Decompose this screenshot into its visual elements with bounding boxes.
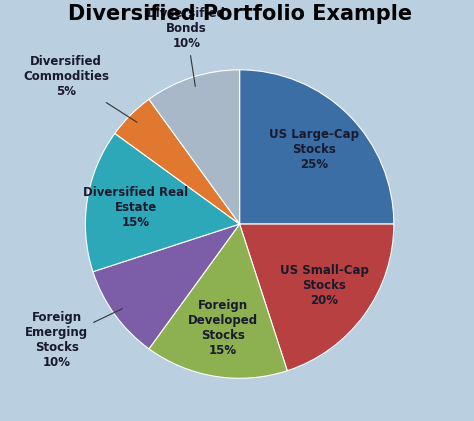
Wedge shape <box>85 133 240 272</box>
Text: Foreign
Developed
Stocks
15%: Foreign Developed Stocks 15% <box>188 298 258 357</box>
Text: Divsersified
Bonds
10%: Divsersified Bonds 10% <box>147 7 226 86</box>
Text: Diversified
Commodities
5%: Diversified Commodities 5% <box>23 55 137 122</box>
Wedge shape <box>239 70 394 224</box>
Wedge shape <box>149 70 240 224</box>
Wedge shape <box>93 224 240 349</box>
Text: Diversified Real
Estate
15%: Diversified Real Estate 15% <box>83 186 189 229</box>
Title: Diversified Portfolio Example: Diversified Portfolio Example <box>67 4 412 24</box>
Wedge shape <box>115 99 240 224</box>
Wedge shape <box>149 224 287 378</box>
Text: US Small-Cap
Stocks
20%: US Small-Cap Stocks 20% <box>280 264 369 307</box>
Wedge shape <box>240 224 394 371</box>
Text: US Large-Cap
Stocks
25%: US Large-Cap Stocks 25% <box>269 128 359 171</box>
Text: Foreign
Emerging
Stocks
10%: Foreign Emerging Stocks 10% <box>25 309 122 369</box>
